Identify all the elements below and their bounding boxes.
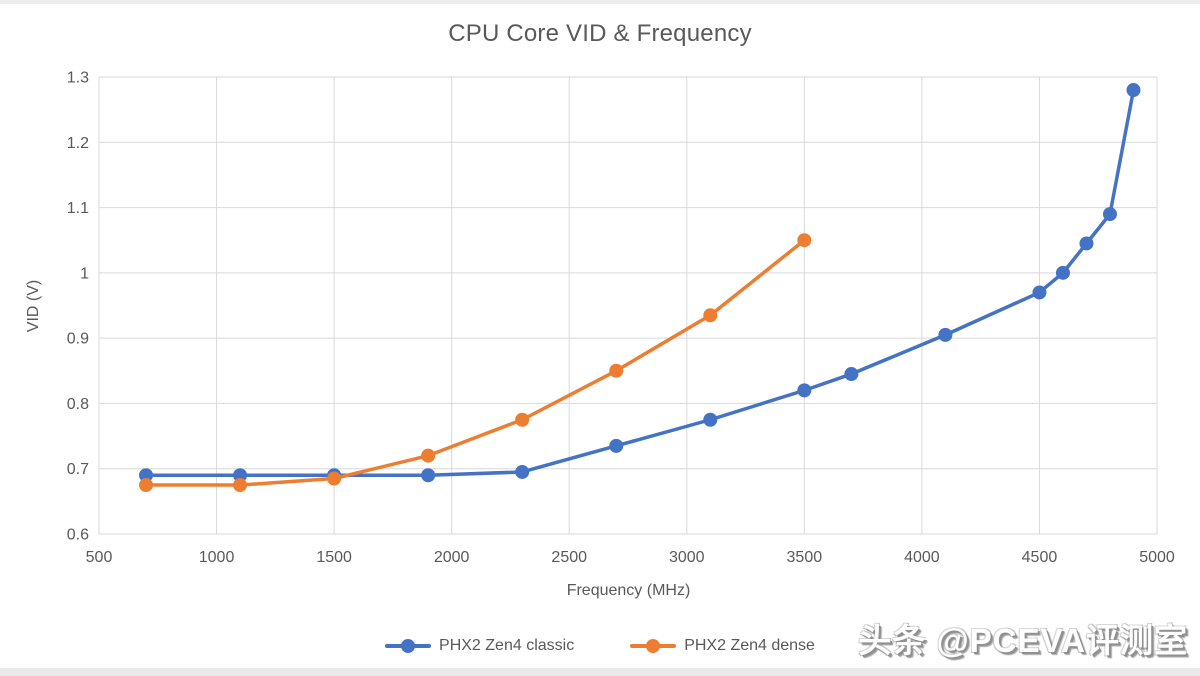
y-tick-label: 1.2 (67, 135, 89, 152)
y-tick-label: 1 (80, 265, 89, 282)
series-line-1 (144, 238, 807, 487)
x-tick-label: 500 (86, 549, 113, 566)
x-tick-label: 1000 (199, 549, 235, 566)
legend-label-classic: PHX2 Zen4 classic (439, 637, 575, 654)
top-edge-bar (0, 0, 1200, 4)
x-tick-label: 4000 (904, 549, 940, 566)
series-marker-0 (1055, 265, 1070, 280)
series-marker-1 (139, 478, 154, 493)
legend-label-dense: PHX2 Zen4 dense (684, 637, 815, 654)
legend-marker-dense (630, 639, 677, 653)
y-tick-label: 0.6 (67, 527, 89, 544)
series-marker-0 (515, 464, 530, 479)
x-tick-label: 1500 (316, 549, 352, 566)
chart-legend: PHX2 Zen4 classic PHX2 Zen4 dense (0, 632, 1200, 660)
series-marker-0 (233, 468, 248, 483)
series-marker-1 (703, 308, 718, 323)
chart-plot-area: 0.6 0.7 0.8 0.9 1 1.1 1.2 1.3 500 1000 1500 2000 250… (67, 70, 1175, 567)
series-marker-0 (139, 468, 154, 483)
y-tick-label: 1.1 (67, 200, 89, 217)
y-tick-label: 0.8 (67, 396, 89, 413)
series-marker-0 (703, 412, 718, 427)
y-tick-label: 0.7 (67, 461, 89, 478)
toutiao-watermark: 头条 @PCEVA评测室 (858, 622, 1188, 659)
x-tick-label: 4500 (1022, 549, 1058, 566)
x-tick-label: 3500 (787, 549, 823, 566)
series-marker-0 (844, 367, 859, 382)
series-marker-0 (797, 383, 812, 398)
y-axis-title: VID (V) (25, 279, 42, 333)
bottom-edge-bar (0, 668, 1200, 676)
series-marker-1 (609, 363, 624, 378)
series-marker-0 (421, 468, 436, 483)
series-line-0 (144, 88, 1136, 477)
series-marker-0 (1126, 83, 1141, 98)
series-marker-1 (421, 448, 436, 463)
series-marker-0 (1102, 207, 1117, 222)
series-marker-1 (233, 478, 248, 493)
x-tick-label: 5000 (1139, 549, 1175, 566)
y-tick-label: 1.3 (67, 70, 89, 87)
y-tick-label: 0.9 (67, 331, 89, 348)
series-marker-0 (938, 327, 953, 342)
legend-item-dense: PHX2 Zen4 dense (630, 637, 815, 655)
x-tick-label: 2500 (551, 549, 587, 566)
series-marker-0 (1032, 285, 1047, 300)
series-marker-0 (609, 438, 624, 453)
legend-dot-icon (401, 639, 416, 653)
chart-title: CPU Core VID & Frequency (448, 20, 752, 47)
series-marker-1 (327, 471, 342, 486)
x-tick-label: 2000 (434, 549, 470, 566)
series-marker-1 (515, 412, 530, 427)
series-marker-1 (797, 233, 812, 248)
legend-item-classic: PHX2 Zen4 classic (385, 637, 574, 655)
legend-marker-classic (385, 639, 432, 653)
x-tick-label: 3000 (669, 549, 705, 566)
legend-dot-icon (646, 639, 661, 653)
x-axis-title: Frequency (MHz) (566, 582, 691, 599)
series-marker-0 (1079, 236, 1094, 251)
